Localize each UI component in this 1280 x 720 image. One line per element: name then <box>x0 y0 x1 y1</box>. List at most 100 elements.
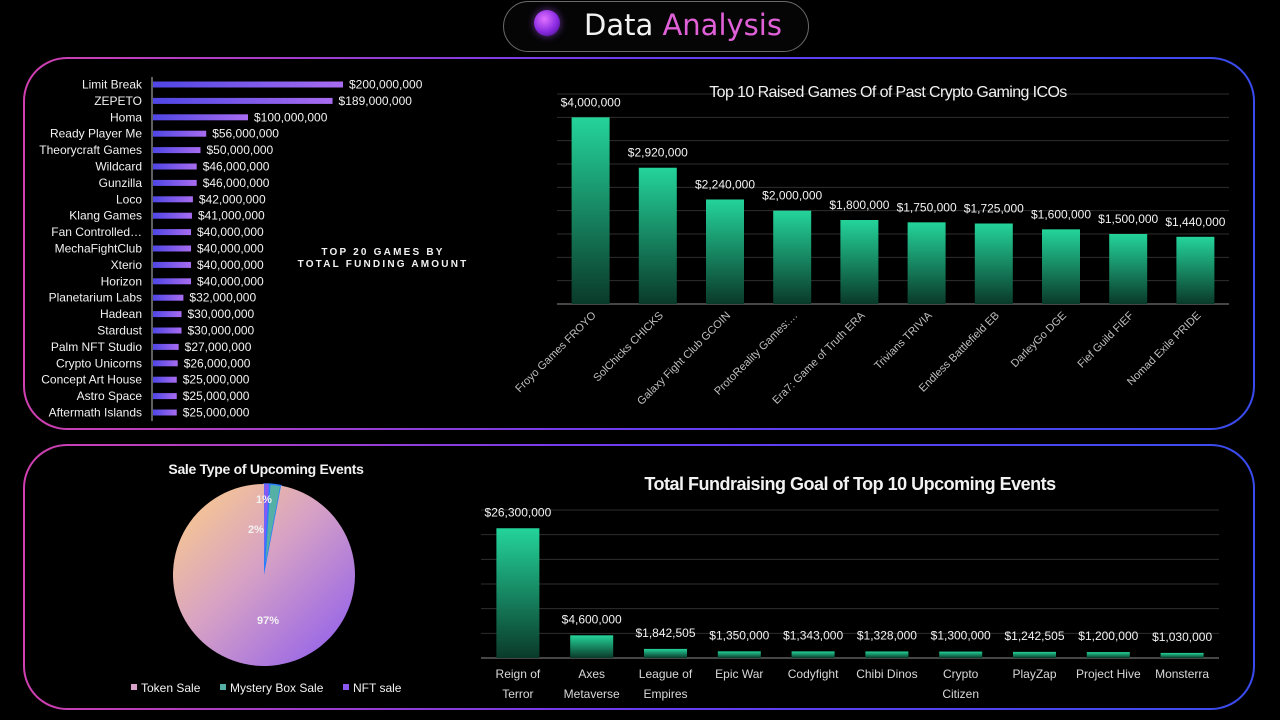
ico-value-label: $1,440,000 <box>1165 215 1225 229</box>
upcoming-value-label: $1,200,000 <box>1078 629 1138 643</box>
ico-bar <box>907 222 946 304</box>
ico-bar <box>638 167 677 304</box>
pie-slice-token-sale <box>173 484 356 666</box>
top20-value-label: $46,000,000 <box>203 176 270 190</box>
pie-legend-swatch <box>343 684 349 690</box>
top20-bar <box>153 360 178 367</box>
upcoming-value-label: $1,350,000 <box>709 628 769 642</box>
upcoming-bar <box>865 651 909 658</box>
top20-value-label: $56,000,000 <box>212 127 279 141</box>
top20-category-label: Planetarium Labs <box>49 291 142 305</box>
top20-category-label: MechaFightClub <box>55 242 143 256</box>
top20-value-label: $200,000,000 <box>349 78 423 92</box>
ico-category-label: Froyo Games FROYO <box>513 309 599 395</box>
top20-value-label: $40,000,000 <box>197 274 264 288</box>
ico-value-label: $1,500,000 <box>1098 212 1158 226</box>
top20-category-label: Limit Break <box>82 78 143 92</box>
top20-bar <box>153 393 177 400</box>
upcoming-bar <box>570 635 614 658</box>
upcoming-bar <box>644 648 687 658</box>
top20-category-label: Palm NFT Studio <box>51 340 142 354</box>
top20-bar <box>153 278 191 285</box>
top20-bar <box>153 114 248 121</box>
ico-chart-title: Top 10 Raised Games Of of Past Crypto Ga… <box>709 84 1067 101</box>
top20-bar <box>153 229 191 236</box>
ico-bar <box>1042 229 1080 304</box>
upcoming-value-label: $1,030,000 <box>1152 630 1212 644</box>
top20-category-label: Hadean <box>100 307 142 321</box>
top20-bar <box>153 81 343 88</box>
upcoming-fundraising-chart: Total Fundraising Goal of Top 10 Upcomin… <box>481 474 1219 701</box>
dashboard-title-pill: Data Analysis <box>503 1 809 52</box>
top20-bar <box>153 311 182 318</box>
upcoming-category-label: Axes <box>578 667 605 681</box>
upcoming-value-label: $26,300,000 <box>485 505 552 519</box>
upcoming-category-label: Empires <box>643 687 687 701</box>
purple-orb-icon <box>534 10 560 36</box>
upcoming-chart-title: Total Fundraising Goal of Top 10 Upcomin… <box>644 474 1056 494</box>
top20-category-label: ZEPETO <box>94 94 142 108</box>
top20-category-label: Astro Space <box>77 389 143 403</box>
pie-value-label: 1% <box>256 494 272 506</box>
upcoming-category-label: Crypto <box>943 667 979 681</box>
top20-value-label: $41,000,000 <box>198 209 265 223</box>
top20-value-label: $30,000,000 <box>188 307 255 321</box>
upcoming-value-label: $1,328,000 <box>857 628 917 642</box>
ico-bar <box>571 117 610 304</box>
top20-value-label: $40,000,000 <box>197 242 264 256</box>
ico-bar <box>1176 236 1215 304</box>
ico-value-label: $1,750,000 <box>897 200 957 214</box>
ico-value-label: $1,725,000 <box>964 202 1024 216</box>
top20-value-label: $40,000,000 <box>197 225 264 239</box>
upcoming-bar <box>1160 652 1204 658</box>
upcoming-category-label: PlayZap <box>1012 667 1056 681</box>
upcoming-category-label: Terror <box>502 687 533 701</box>
pie-legend-label: Token Sale <box>141 681 201 695</box>
top20-value-label: $189,000,000 <box>339 94 413 108</box>
page-title-word2: Analysis <box>662 8 782 42</box>
top10-ico-chart: Top 10 Raised Games Of of Past Crypto Ga… <box>513 84 1229 408</box>
upcoming-category-label: League of <box>639 667 693 681</box>
top20-bar <box>153 196 193 203</box>
top20-bar <box>153 179 197 186</box>
top20-bar <box>153 294 184 301</box>
top20-bar <box>153 261 191 268</box>
ico-bar <box>1109 234 1148 304</box>
ico-bar <box>840 220 879 304</box>
upcoming-value-label: $1,242,505 <box>1004 629 1064 643</box>
top20-category-label: Fan Controlled… <box>51 225 142 239</box>
top20-value-label: $32,000,000 <box>189 291 256 305</box>
upcoming-value-label: $4,600,000 <box>562 612 622 626</box>
top20-category-label: Stardust <box>97 324 142 338</box>
upcoming-bar <box>939 651 983 658</box>
top20-category-label: Ready Player Me <box>50 127 142 141</box>
page-title-word1: Data <box>584 8 654 42</box>
top20-value-label: $40,000,000 <box>197 258 264 272</box>
top20-bar <box>153 245 191 252</box>
upcoming-value-label: $1,343,000 <box>783 628 843 642</box>
top20-category-label: Klang Games <box>69 209 142 223</box>
pie-legend-label: NFT sale <box>353 681 402 695</box>
upcoming-bar <box>496 528 540 658</box>
upcoming-category-label: Reign of <box>496 667 541 681</box>
pie-value-label: 97% <box>257 615 279 627</box>
top20-value-label: $25,000,000 <box>183 389 250 403</box>
top20-chart-title-line2: TOTAL FUNDING AMOUNT <box>298 259 469 270</box>
pie-legend-swatch <box>220 684 226 690</box>
top20-chart-title-line1: TOP 20 GAMES BY <box>321 247 444 258</box>
upcoming-category-label: Epic War <box>715 667 763 681</box>
ico-value-label: $2,240,000 <box>695 177 755 191</box>
top20-value-label: $42,000,000 <box>199 192 266 206</box>
pie-slice-mystery-box-sale <box>263 483 282 576</box>
ico-bar <box>706 199 744 304</box>
top20-bar <box>153 376 177 383</box>
ico-value-label: $1,600,000 <box>1031 207 1091 221</box>
ico-value-label: $2,000,000 <box>762 189 822 203</box>
top20-bar <box>153 163 197 170</box>
upcoming-value-label: $1,842,505 <box>635 626 695 640</box>
ico-category-label: Fief Guild FIEF <box>1076 309 1137 370</box>
pie-chart-title: Sale Type of Upcoming Events <box>168 461 364 477</box>
top20-value-label: $27,000,000 <box>185 340 252 354</box>
top20-value-label: $25,000,000 <box>183 373 250 387</box>
